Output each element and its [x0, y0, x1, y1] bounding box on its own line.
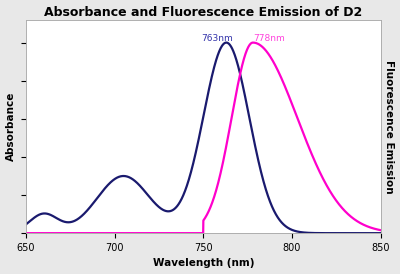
Text: 763nm: 763nm: [202, 34, 233, 43]
X-axis label: Wavelength (nm): Wavelength (nm): [152, 258, 254, 269]
Text: 778nm: 778nm: [253, 34, 285, 43]
Title: Absorbance and Fluorescence Emission of D2: Absorbance and Fluorescence Emission of …: [44, 5, 362, 19]
Y-axis label: Absorbance: Absorbance: [6, 92, 16, 161]
Y-axis label: Fluorescence Emission: Fluorescence Emission: [384, 60, 394, 193]
